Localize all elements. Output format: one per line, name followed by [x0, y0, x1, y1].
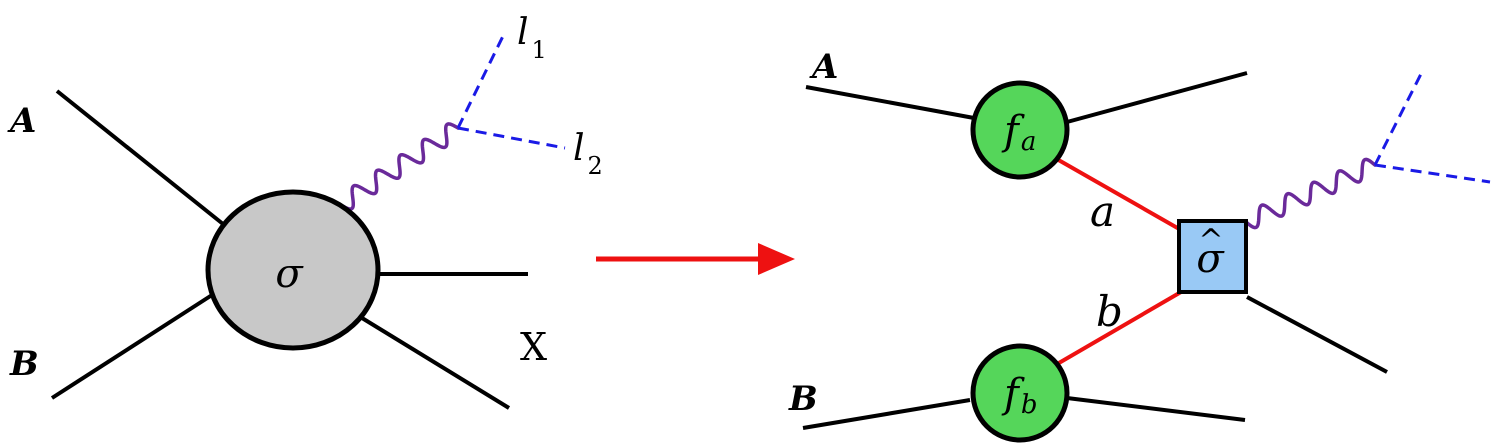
- label-l2-sub: 2: [588, 152, 603, 180]
- boson-left-wavy: [339, 122, 460, 211]
- hard-process-accent: ^: [1198, 223, 1223, 258]
- pdf-a-circle: [970, 80, 1070, 180]
- lepton-2-line: [457, 126, 566, 150]
- arrow-head: [758, 243, 795, 275]
- hard-process-label: σ: [1196, 236, 1225, 282]
- blob-label: σ: [275, 251, 304, 297]
- hadron-a-line: [55, 89, 225, 226]
- label-B-left: B: [9, 344, 39, 384]
- transition-arrow: [596, 243, 795, 275]
- parton-b-line: [1050, 290, 1183, 369]
- lepton-1-line: [456, 31, 507, 129]
- label-A-left: A: [7, 101, 36, 141]
- label-l2-base: l: [573, 128, 585, 169]
- pdf-b-sub: b: [1021, 390, 1038, 420]
- remnant-right-line: [1246, 295, 1388, 374]
- pdf-a-label: fa: [1001, 108, 1036, 157]
- hadron-a-in-line: [805, 85, 975, 120]
- cross-section-blob: [205, 189, 381, 351]
- label-l1-sub: 1: [532, 36, 547, 64]
- boson-right-wavy: [1244, 157, 1377, 230]
- pdf-b-circle: [970, 343, 1070, 443]
- right-panel: fa fb ^ σ A B a b: [788, 47, 1491, 443]
- hadron-b-in-line: [802, 398, 971, 430]
- pdf-a-sub: a: [1021, 127, 1037, 157]
- lepton-right-1-line: [1373, 69, 1425, 166]
- hadron-b-line: [50, 293, 214, 400]
- parton-a-line: [1054, 156, 1182, 232]
- remnant-line-2: [360, 316, 511, 410]
- hard-process-box: [1177, 219, 1248, 294]
- label-B-right: B: [788, 379, 818, 419]
- label-A-right: A: [809, 47, 838, 87]
- label-l1-base: l: [517, 12, 529, 53]
- hadron-b-out-line: [1066, 396, 1246, 422]
- label-X: X: [520, 325, 547, 369]
- hadron-a-out-line: [1066, 71, 1248, 124]
- lepton-right-2-line: [1374, 163, 1491, 184]
- label-parton-a: a: [1090, 187, 1115, 236]
- label-parton-b: b: [1096, 287, 1123, 336]
